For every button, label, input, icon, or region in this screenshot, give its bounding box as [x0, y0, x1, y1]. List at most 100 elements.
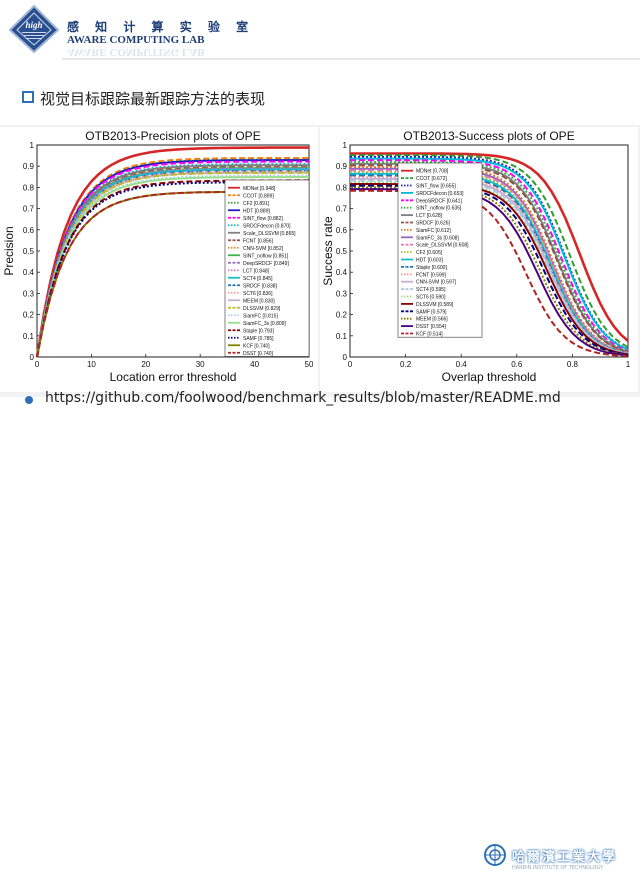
x-tick-label: 0.6	[511, 360, 523, 369]
x-tick-label: 0.8	[567, 360, 579, 369]
legend-entry: SINT_noflow [0.635]	[416, 206, 462, 212]
square-bullet-icon	[22, 91, 34, 103]
precision-chart-svg: OTB2013-Precision plots of OPE 0 0.1 0.2 0.3…	[2, 129, 314, 384]
y-axis-label: Success rate	[321, 216, 335, 286]
y-tick-label: 1	[30, 141, 35, 150]
legend-entry: SAMF [0.579]	[416, 309, 447, 315]
legend-entry: SCT6 [0.590]	[416, 295, 446, 301]
series-line	[36, 176, 309, 358]
y-tick-label: 0.4	[336, 268, 348, 277]
aware-lab-logo: high	[8, 4, 60, 54]
logo-text: high	[25, 20, 42, 30]
series-line	[350, 152, 629, 342]
y-tick-label: 0.8	[336, 183, 348, 192]
header-divider	[62, 58, 640, 60]
legend-entry: CF2 [0.891]	[243, 201, 270, 207]
legend-entry: CCOT [0.899]	[243, 193, 274, 199]
legend-entry: SRDCF [0.626]	[416, 221, 451, 227]
legend-entry: SRDCFdecon [0.653]	[416, 191, 464, 197]
x-tick-label: 0	[348, 360, 353, 369]
y-tick-label: 0	[30, 353, 35, 362]
legend-entry: MEEM [0.830]	[243, 298, 275, 304]
x-tick-label: 50	[305, 360, 314, 369]
lab-name-en: AWARE COMPUTING LAB	[67, 34, 205, 46]
legend-entry: SiamFC_3s [0.809]	[243, 321, 286, 327]
legend-entry: FCNT [0.599]	[416, 272, 447, 278]
benchmark-link[interactable]: https://github.com/foolwood/benchmark_re…	[45, 390, 561, 406]
legend-entry: DSST [0.554]	[416, 324, 447, 330]
series-line	[350, 183, 629, 356]
legend-entry: CCOT [0.672]	[416, 176, 447, 182]
x-axis-label: Overlap threshold	[442, 370, 537, 384]
legend-entry: CF2 [0.605]	[416, 250, 443, 256]
y-tick-label: 0.1	[336, 332, 348, 341]
y-tick-label: 0.2	[336, 311, 348, 320]
chart-title: OTB2013-Success plots of OPE	[403, 129, 574, 143]
series-line	[36, 171, 309, 358]
heading-text: 视觉目标跟踪最新跟踪方法的表现	[40, 90, 266, 108]
legend-entry: DeepSRDCF [0.641]	[416, 198, 462, 204]
x-tick-label: 20	[141, 360, 150, 369]
slide-header: high 感 知 计 算 实 验 室 AWARE COMPUTING LAB A…	[0, 0, 640, 60]
legend-entry: MDNet [0.948]	[243, 186, 276, 192]
legend-entry: MEEM [0.566]	[416, 317, 448, 323]
series-line	[350, 172, 629, 355]
y-tick-label: 0	[343, 353, 348, 362]
series-line	[350, 184, 629, 356]
x-tick-label: 10	[87, 360, 96, 369]
series-line	[36, 160, 309, 358]
series-line	[350, 186, 629, 357]
series-line	[350, 188, 629, 357]
legend-entry: SiamFC [0.612]	[416, 228, 451, 234]
x-tick-label: 40	[250, 360, 259, 369]
y-tick-label: 0.4	[23, 268, 35, 277]
legend-entry: SCT6 [0.836]	[243, 291, 273, 297]
legend-entry: SRDCF [0.838]	[243, 283, 278, 289]
legend-entry: LCT [0.628]	[416, 213, 443, 219]
series-line	[350, 159, 629, 352]
legend-entry: CNN-SVM [0.597]	[416, 280, 457, 286]
legend-entry: DeepSRDCF [0.849]	[243, 261, 289, 267]
legend-entry: SCT4 [0.595]	[416, 287, 446, 293]
success-plot: OTB2013-Success plots of OPE 0 0.1 0.2 0.3 0.…	[320, 127, 638, 392]
x-tick-label: 0.4	[456, 360, 468, 369]
series-line	[350, 162, 629, 353]
legend-entry: Staple [0.793]	[243, 328, 274, 334]
lab-name-cn: 感 知 计 算 实 验 室	[67, 20, 255, 34]
slide-footer: 哈爾濱工業大學 HARBIN INSTITUTE OF TECHNOLOGY	[0, 415, 640, 871]
x-tick-label: 1	[626, 360, 631, 369]
y-tick-label: 0.1	[23, 332, 35, 341]
legend-entry: SINT_noflow [0.851]	[243, 253, 289, 259]
y-tick-label: 0.8	[23, 183, 35, 192]
series-line	[350, 164, 629, 353]
y-tick-label: 0.7	[23, 205, 35, 214]
legend-entry: SRDCFdecon [0.870]	[243, 223, 291, 229]
legend-entry: LCT [0.848]	[243, 268, 270, 274]
y-tick-label: 0.2	[23, 311, 35, 320]
series-line	[36, 163, 309, 358]
round-bullet-icon	[25, 396, 33, 404]
legend-entry: HDT [0.603]	[416, 258, 443, 264]
legend-entry: KCF [0.514]	[416, 332, 443, 338]
y-tick-label: 0.6	[336, 226, 348, 235]
y-tick-label: 0.5	[23, 247, 35, 256]
legend-entry: FCNT [0.856]	[243, 238, 274, 244]
legend-entry: SCT4 [0.845]	[243, 276, 273, 282]
series-line	[350, 157, 629, 351]
chart-title: OTB2013-Precision plots of OPE	[85, 129, 260, 143]
legend-entry: KCF [0.740]	[243, 343, 270, 349]
y-tick-label: 0.6	[23, 226, 35, 235]
legend-entry: SINT_flow [0.882]	[243, 216, 283, 222]
series-line	[35, 146, 309, 358]
legend-entry: SiamFC [0.815]	[243, 313, 278, 319]
precision-plot: OTB2013-Precision plots of OPE 0 0.1 0.2 0.3…	[0, 127, 318, 392]
series-line	[350, 189, 629, 358]
x-tick-label: 0.2	[400, 360, 412, 369]
legend-entry: CNN-SVM [0.852]	[243, 246, 284, 252]
x-tick-label: 30	[196, 360, 205, 369]
legend-entry: MDNet [0.708]	[416, 169, 449, 175]
lab-name-reflection: AWARE COMPUTING LAB	[67, 48, 205, 58]
university-seal-icon	[484, 844, 506, 866]
legend-entry: SAMF [0.785]	[243, 336, 274, 342]
x-axis-label: Location error threshold	[110, 370, 237, 384]
